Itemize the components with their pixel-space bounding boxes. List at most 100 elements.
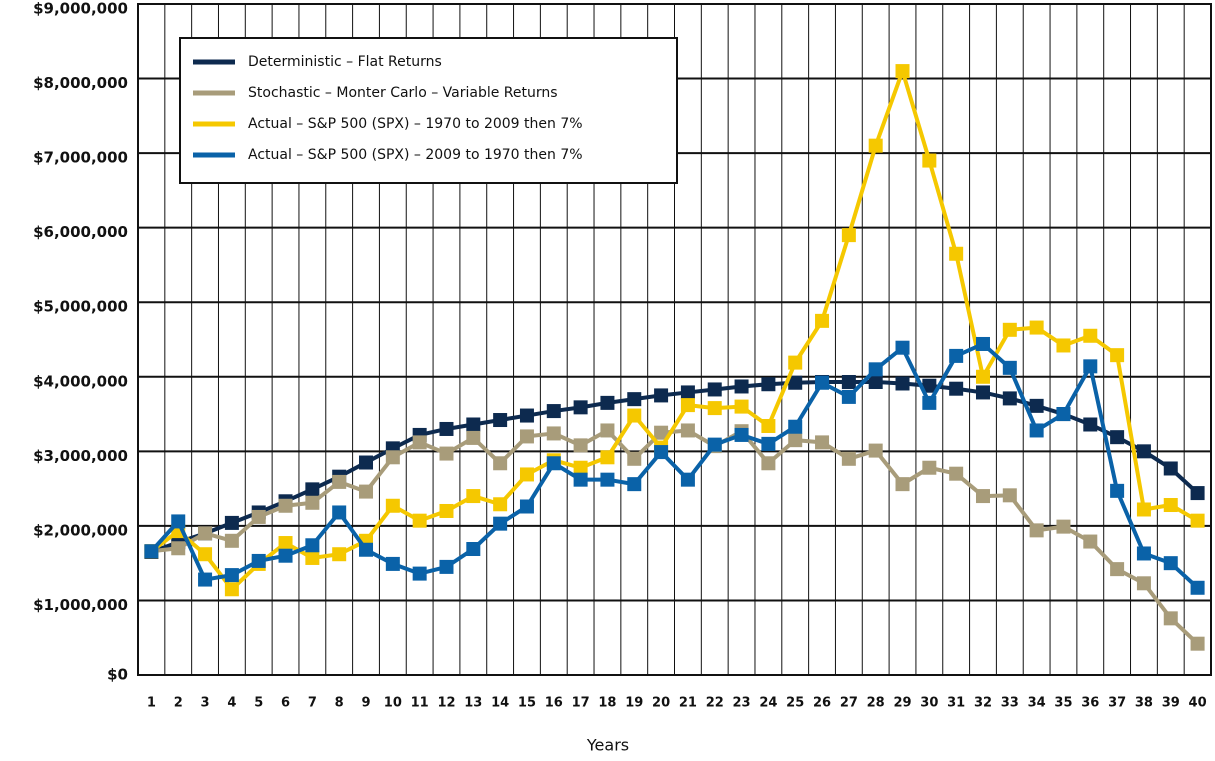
point-marker (1136, 576, 1151, 591)
x-tick-label: 29 (893, 696, 911, 711)
point-marker (868, 138, 883, 153)
point-marker (171, 514, 186, 529)
point-marker (305, 538, 320, 553)
x-tick-label: 4 (227, 696, 236, 711)
point-marker (251, 509, 266, 524)
point-marker (868, 362, 883, 377)
point-marker (788, 433, 803, 448)
x-tick-label: 31 (947, 696, 965, 711)
point-marker (922, 395, 937, 410)
point-marker (573, 400, 588, 415)
point-marker (466, 417, 481, 432)
point-marker (1190, 486, 1205, 501)
point-marker (224, 582, 239, 597)
point-marker (868, 443, 883, 458)
x-tick-label: 20 (652, 696, 670, 711)
point-marker (895, 64, 910, 79)
point-marker (654, 445, 669, 460)
y-tick-label: $3,000,000 (33, 447, 128, 465)
x-axis-label: Years (586, 736, 629, 755)
point-marker (1002, 488, 1017, 503)
point-marker (332, 547, 347, 562)
x-tick-label: 7 (308, 696, 317, 711)
point-marker (922, 378, 937, 393)
point-marker (519, 429, 534, 444)
x-tick-label: 35 (1054, 696, 1072, 711)
x-tick-label: 33 (1001, 696, 1019, 711)
y-tick-label: $9,000,000 (33, 0, 128, 18)
point-marker (198, 526, 213, 541)
point-marker (171, 541, 186, 556)
point-marker (466, 542, 481, 557)
point-marker (600, 423, 615, 438)
point-marker (707, 382, 722, 397)
plot-frame (137, 3, 1212, 676)
point-marker (1002, 360, 1017, 375)
point-marker (975, 336, 990, 351)
point-marker (439, 559, 454, 574)
x-tick-label: 28 (867, 696, 885, 711)
point-marker (788, 375, 803, 390)
point-marker (841, 228, 856, 243)
point-marker (1136, 444, 1151, 459)
point-marker (359, 484, 374, 499)
point-marker (922, 460, 937, 475)
y-tick-label: $6,000,000 (33, 223, 128, 241)
point-marker (1029, 398, 1044, 413)
point-marker (1190, 636, 1205, 651)
point-marker (815, 313, 830, 328)
point-marker (654, 425, 669, 440)
x-tick-label: 34 (1028, 696, 1046, 711)
point-marker (734, 379, 749, 394)
point-marker (493, 456, 508, 471)
point-marker (198, 572, 213, 587)
series-line (149, 341, 1199, 590)
point-marker (1110, 430, 1125, 445)
point-marker (815, 375, 830, 390)
x-tick-label: 19 (625, 696, 643, 711)
y-tick-label: $4,000,000 (33, 372, 128, 390)
y-tick-label: $0 (107, 666, 128, 684)
point-marker (573, 460, 588, 475)
x-tick-label: 26 (813, 696, 831, 711)
point-marker (627, 392, 642, 407)
point-marker (466, 489, 481, 504)
x-tick-label: 30 (920, 696, 938, 711)
point-marker (519, 467, 534, 482)
legend-box (179, 37, 678, 184)
point-marker (1083, 328, 1098, 343)
point-marker (761, 418, 776, 433)
x-tick-label: 38 (1135, 696, 1153, 711)
point-marker (1056, 519, 1071, 534)
point-marker (680, 398, 695, 413)
point-marker (1110, 483, 1125, 498)
point-marker (224, 568, 239, 583)
point-marker (493, 497, 508, 512)
point-marker (1163, 611, 1178, 626)
point-marker (546, 456, 561, 471)
point-marker (975, 489, 990, 504)
legend-label: Actual – S&P 500 (SPX) – 2009 to 1970 th… (248, 147, 583, 163)
point-marker (412, 566, 427, 581)
point-marker (305, 495, 320, 510)
point-marker (1083, 534, 1098, 549)
point-marker (707, 437, 722, 452)
point-marker (198, 547, 213, 562)
point-marker (949, 381, 964, 396)
point-marker (412, 513, 427, 528)
point-marker (895, 477, 910, 492)
point-marker (332, 474, 347, 489)
x-tick-label: 40 (1189, 696, 1207, 711)
point-marker (654, 388, 669, 403)
point-marker (627, 408, 642, 423)
point-marker (439, 503, 454, 518)
x-tick-label: 13 (464, 696, 482, 711)
x-tick-label: 18 (598, 696, 616, 711)
point-marker (305, 550, 320, 565)
point-marker (1002, 322, 1017, 337)
point-marker (332, 505, 347, 520)
legend-label: Deterministic – Flat Returns (248, 54, 442, 70)
point-marker (1083, 417, 1098, 432)
point-marker (278, 548, 293, 563)
point-marker (734, 427, 749, 442)
